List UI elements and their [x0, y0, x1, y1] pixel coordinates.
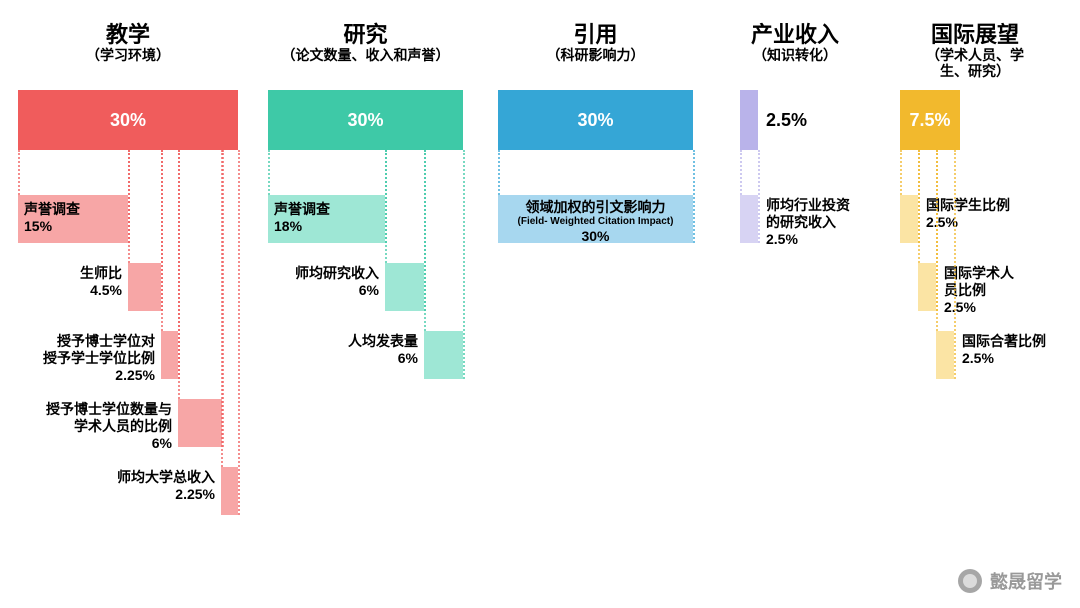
sub-bar-international-2: [936, 331, 954, 379]
sub-bar-teaching-4: [221, 467, 238, 515]
sub-label-value: 4.5%: [0, 282, 122, 299]
sub-label-industry-0: 师均行业投资的研究收入2.5%: [766, 197, 886, 247]
guide-line: [238, 150, 240, 515]
sub-label-value: 18%: [274, 218, 381, 235]
main-bar-label: 30%: [347, 110, 383, 131]
sub-label-line: 师均研究收入: [219, 265, 379, 282]
column-subtitle-line: （学术人员、学: [900, 47, 1050, 63]
sub-label-value: 2.25%: [0, 367, 155, 384]
sub-label-value: 2.5%: [962, 350, 1080, 367]
main-bar-industry: [740, 90, 758, 150]
column-subtitle-line: 生、研究）: [900, 63, 1050, 79]
column-title-industry: 产业收入（知识转化）: [740, 22, 850, 63]
watermark-text: 懿晟留学: [990, 568, 1062, 594]
sub-label-value: 6%: [219, 282, 379, 299]
column-title-research: 研究（论文数量、收入和声誉）: [268, 22, 463, 63]
guide-line: [693, 150, 695, 243]
sub-label-value: 30%: [498, 228, 693, 245]
main-bar-label: 30%: [577, 110, 613, 131]
infographic-stage: 教学（学习环境）30%声誉调查15%生师比4.5%授予博士学位对授予学士学位比例…: [0, 0, 1080, 608]
main-bar-teaching: 30%: [18, 90, 238, 150]
sub-label-line: 师均大学总收入: [55, 469, 215, 486]
column-title-main: 产业收入: [740, 22, 850, 47]
sub-label-line: 声誉调查: [24, 201, 124, 218]
main-bar-research: 30%: [268, 90, 463, 150]
sub-label-value: 2.5%: [766, 231, 886, 248]
sub-label-line: 员比例: [944, 282, 1064, 299]
guide-line: [954, 150, 956, 379]
column-title-main: 引用: [498, 22, 693, 47]
main-bar-citations: 30%: [498, 90, 693, 150]
main-bar-international: 7.5%: [900, 90, 960, 150]
sub-label-teaching-2: 授予博士学位对授予学士学位比例2.25%: [0, 333, 155, 383]
sub-label-line: 学术人员的比例: [12, 418, 172, 435]
watermark-logo-icon: [958, 569, 982, 593]
sub-label-value: 6%: [12, 435, 172, 452]
sub-label-international-2: 国际合著比例2.5%: [962, 333, 1080, 367]
sub-label-line: 领域加权的引文影响力: [498, 199, 693, 216]
sub-label-research-2: 人均发表量6%: [258, 333, 418, 367]
sub-bar-international-0: [900, 195, 918, 243]
column-subtitle: （知识转化）: [740, 47, 850, 63]
sub-label-value: 2.25%: [55, 486, 215, 503]
sub-label-research-1: 师均研究收入6%: [219, 265, 379, 299]
sub-label-international-0: 国际学生比例2.5%: [926, 197, 1046, 231]
sub-bar-teaching-3: [178, 399, 222, 447]
main-bar-label: 7.5%: [909, 110, 950, 131]
sub-label-value: 6%: [258, 350, 418, 367]
sub-label-line: 授予学士学位比例: [0, 350, 155, 367]
sub-label-line: 授予博士学位数量与: [12, 401, 172, 418]
sub-bar-industry-0: [740, 195, 758, 243]
sub-label-line: 生师比: [0, 265, 122, 282]
sub-label-line: 授予博士学位对: [0, 333, 155, 350]
sub-label-international-1: 国际学术人员比例2.5%: [944, 265, 1064, 315]
sub-label-teaching-4: 师均大学总收入2.25%: [55, 469, 215, 503]
sub-label-research-0: 声誉调查18%: [274, 201, 381, 235]
column-title-main: 国际展望: [900, 22, 1050, 47]
sub-label-line: 国际学术人: [944, 265, 1064, 282]
column-subtitle: （论文数量、收入和声誉）: [268, 47, 463, 63]
sub-label-line: 的研究收入: [766, 214, 886, 231]
main-bar-label-outside: 2.5%: [766, 110, 807, 131]
column-subtitle: （科研影响力）: [498, 47, 693, 63]
column-subtitle: （学习环境）: [18, 47, 238, 63]
column-title-international: 国际展望（学术人员、学生、研究）: [900, 22, 1050, 79]
watermark: 懿晟留学: [958, 568, 1062, 594]
sub-label-value: 2.5%: [944, 299, 1064, 316]
main-bar-label: 30%: [110, 110, 146, 131]
sub-label-teaching-1: 生师比4.5%: [0, 265, 122, 299]
sub-label-value: 15%: [24, 218, 124, 235]
sub-bar-international-1: [918, 263, 936, 311]
guide-line: [758, 150, 760, 243]
guide-line: [221, 150, 223, 515]
sub-label-teaching-0: 声誉调查15%: [24, 201, 124, 235]
sub-bar-research-1: [385, 263, 424, 311]
sub-label-line: 师均行业投资: [766, 197, 886, 214]
column-title-teaching: 教学（学习环境）: [18, 22, 238, 63]
sub-label-value: 2.5%: [926, 214, 1046, 231]
sub-label-line: 声誉调查: [274, 201, 381, 218]
sub-label-teaching-3: 授予博士学位数量与学术人员的比例6%: [12, 401, 172, 451]
sub-bar-teaching-2: [161, 331, 178, 379]
sub-label-line: 国际学生比例: [926, 197, 1046, 214]
column-title-main: 研究: [268, 22, 463, 47]
column-title-main: 教学: [18, 22, 238, 47]
sub-label-line: 国际合著比例: [962, 333, 1080, 350]
sub-label-line: 人均发表量: [258, 333, 418, 350]
column-title-citations: 引用（科研影响力）: [498, 22, 693, 63]
sub-label-line: (Field- Weighted Citation Impact): [498, 216, 693, 228]
sub-bar-teaching-1: [128, 263, 161, 311]
sub-bar-research-2: [424, 331, 463, 379]
guide-line: [463, 150, 465, 379]
sub-label-citations-0: 领域加权的引文影响力(Field- Weighted Citation Impa…: [498, 199, 693, 245]
